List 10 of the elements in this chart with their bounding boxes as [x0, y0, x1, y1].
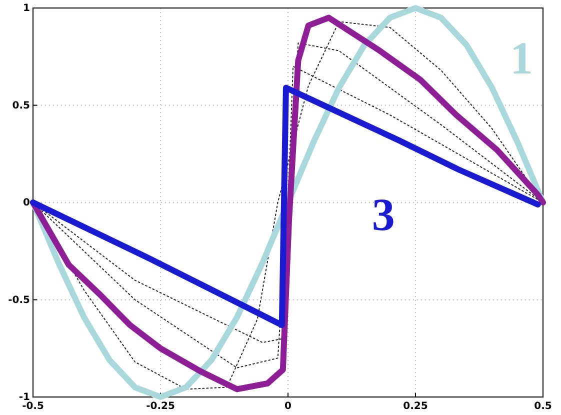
x-tick-label: -0.25: [146, 401, 175, 412]
x-tick-label: 0.25: [403, 401, 428, 412]
series-label: 3: [372, 188, 395, 240]
y-tick-label: 0.5: [12, 100, 30, 112]
y-tick-label: 0: [23, 198, 30, 209]
x-tick-label: 0: [284, 401, 292, 412]
y-tick-label: 1: [23, 3, 30, 14]
x-tick-label: 0.5: [534, 401, 552, 412]
y-tick-label: -0.5: [8, 294, 30, 306]
series-label: 1: [510, 32, 533, 84]
